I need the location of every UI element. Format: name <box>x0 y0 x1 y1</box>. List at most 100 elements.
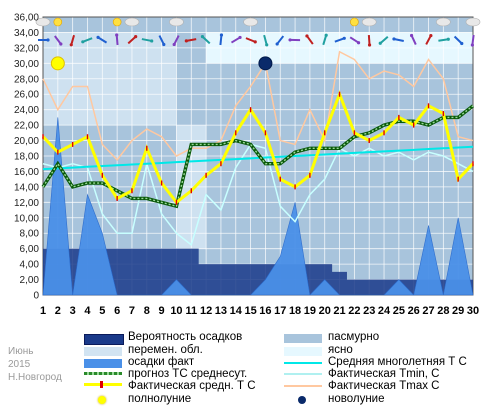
wind-arrow-icon <box>82 37 93 43</box>
y-tick-label: 8,00 <box>20 229 40 240</box>
x-tick-label: 20 <box>319 305 331 317</box>
x-tick-label: 23 <box>363 305 375 317</box>
legend-swatch-tmin <box>284 373 322 375</box>
wind-arrow-head-icon <box>429 33 433 38</box>
wind-arrow-icon <box>425 35 432 45</box>
temperature-lines <box>41 50 475 247</box>
cloud-icon <box>243 17 258 27</box>
x-tick-label: 27 <box>422 305 434 317</box>
wind-arrow-head-icon <box>96 35 100 39</box>
legend-label-new-moon: новолуние <box>328 393 385 405</box>
cloud-icon <box>436 17 451 27</box>
y-tick-label: 30,00 <box>14 59 39 70</box>
new-moon-marker <box>258 56 273 71</box>
legend-swatch-norm <box>284 362 322 364</box>
x-tick-label: 25 <box>393 305 405 317</box>
legend-swatch-new-moon <box>298 396 306 404</box>
wind-arrow-head-icon <box>81 40 85 44</box>
legend-label-clear: ясно <box>328 344 353 356</box>
x-tick-label: 26 <box>408 305 420 317</box>
x-tick-label: 30 <box>467 305 479 317</box>
wind-arrow-icon <box>276 35 285 45</box>
precip-actual-area <box>42 117 474 296</box>
full-moon-marker <box>50 56 65 71</box>
line-actual <box>41 90 475 205</box>
line-forecast <box>42 105 474 208</box>
wind-arrow-head-icon <box>409 33 414 38</box>
x-tick-label: 14 <box>230 305 243 317</box>
wind-arrow-head-icon <box>288 38 292 42</box>
wind-arrow-icon <box>141 38 152 42</box>
x-tick-label: 2 <box>55 305 61 317</box>
y-tick-label: 28,00 <box>14 74 39 85</box>
watermark-year: 2015 <box>8 359 31 370</box>
sun-icon <box>112 17 122 27</box>
x-tick-label: 7 <box>129 305 135 317</box>
x-tick-label: 6 <box>114 305 120 317</box>
wind-arrow-head-icon <box>134 35 138 39</box>
area-precip-actual <box>42 117 474 296</box>
legend-swatch-actual <box>84 383 122 386</box>
grid <box>42 16 474 296</box>
y-tick-label: 12,00 <box>14 198 39 209</box>
line-tmin <box>42 143 474 247</box>
legend-label-forecast: прогноз ТС среднесут. <box>128 368 248 380</box>
y-tick-label: 22,00 <box>14 121 39 132</box>
legend-swatch-clear <box>284 347 322 356</box>
legend-label-variable: перемен. обл. <box>128 344 203 356</box>
legend-swatch-forecast <box>84 372 122 375</box>
wind-arrow-head-icon <box>46 38 50 42</box>
y-axis-ticks: 0 2,00 4,00 6,00 8,00 10,00 12,00 14,00 16,00 18,… <box>14 13 39 302</box>
x-tick-label: 24 <box>378 305 391 317</box>
legend-swatch-precip <box>84 359 122 368</box>
watermark-month: Июнь <box>8 346 34 357</box>
y-tick-label: 14,00 <box>14 182 39 193</box>
legend: Вероятность осадков пасмурно перемен. об… <box>0 326 486 415</box>
wind-arrow-icon <box>306 35 314 45</box>
wind-arrow-icon <box>263 34 268 46</box>
y-tick-label: 26,00 <box>14 90 39 101</box>
legend-label-prob: Вероятность осадков <box>128 331 243 343</box>
band-variable <box>43 32 473 249</box>
x-tick-label: 15 <box>244 305 256 317</box>
wind-arrow-icon <box>322 34 328 46</box>
watermark-city: Н.Новгород <box>8 372 62 383</box>
weather-icons-row <box>35 17 481 47</box>
x-tick-label: 3 <box>70 305 76 317</box>
wind-arrow-icon <box>158 35 165 45</box>
y-tick-label: 24,00 <box>14 105 39 116</box>
weather-chart: 0 2,00 4,00 6,00 8,00 10,00 12,00 14,00 16,00 18,… <box>14 13 481 317</box>
wind-arrow-icon <box>453 35 463 45</box>
wind-arrow-icon <box>54 35 62 45</box>
x-tick-label: 5 <box>99 305 105 317</box>
cloud-icon <box>35 17 51 27</box>
wind-arrow-head-icon <box>392 37 396 41</box>
wind-arrow-icon <box>393 37 404 43</box>
wind-arrow-head-icon <box>378 41 382 45</box>
x-tick-label: 1 <box>40 305 46 317</box>
wind-arrow-icon <box>173 35 180 45</box>
sun-icon <box>53 17 63 27</box>
legend-swatch-variable <box>84 347 122 356</box>
y-tick-label: 20,00 <box>14 136 39 147</box>
x-tick-label: 28 <box>437 305 449 317</box>
x-tick-label: 22 <box>348 305 360 317</box>
wind-arrow-icon <box>379 35 389 45</box>
x-tick-label: 19 <box>304 305 316 317</box>
cloud-icon <box>124 17 140 27</box>
legend-label-norm: Средняя многолетняя Т С <box>328 356 467 368</box>
wind-arrow-head-icon <box>69 43 73 47</box>
wind-arrow-head-icon <box>460 41 464 46</box>
wind-arrow-icon <box>349 36 360 44</box>
y-tick-label: 34,00 <box>14 28 39 39</box>
x-tick-label: 8 <box>144 305 150 317</box>
wind-arrow-icon <box>438 38 449 42</box>
wind-arrow-head-icon <box>150 39 154 43</box>
legend-label-actual: Фактическая средн. Т С <box>128 380 256 392</box>
wind-arrow-head-icon <box>162 42 166 47</box>
wind-arrow-icon <box>334 37 345 43</box>
wind-arrow-head-icon <box>115 33 119 37</box>
wind-arrow-icon <box>115 34 119 46</box>
x-tick-label: 29 <box>452 305 464 317</box>
legend-swatch-overcast <box>284 334 322 343</box>
